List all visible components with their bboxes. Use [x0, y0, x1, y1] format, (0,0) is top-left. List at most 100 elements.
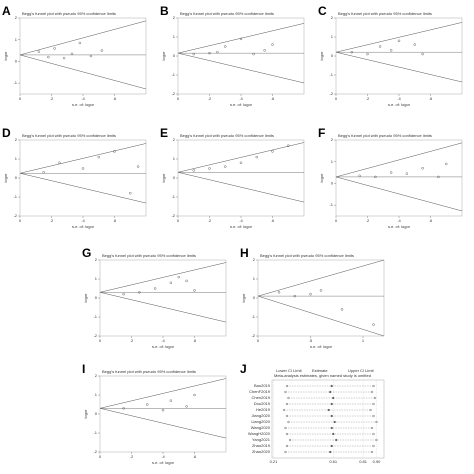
estimate-point	[330, 402, 333, 406]
study-label: ChenF2019	[249, 389, 271, 394]
x-tick-label: 0	[99, 338, 102, 343]
panel: B Begg's funnel plot with pseudo 95% conf…	[160, 4, 305, 107]
study-point	[53, 47, 56, 50]
x-tick-label: 0.90	[373, 459, 382, 464]
ci-limit	[284, 450, 287, 454]
study-point	[169, 399, 173, 402]
panel-title: Begg's funnel plot with pseudo 95% confi…	[260, 253, 354, 258]
study-point	[389, 171, 393, 174]
x-tick-label: 0	[177, 218, 180, 223]
confidence-limit	[177, 23, 305, 54]
estimate-point	[329, 390, 332, 394]
study-point	[47, 55, 50, 59]
y-tick-label: 0	[15, 58, 18, 63]
x-tick-label: .6	[193, 454, 197, 459]
ci-limit	[285, 384, 289, 388]
x-axis-label: s.e. of: logor	[310, 344, 333, 349]
y-tick-label: 2	[331, 15, 334, 20]
study-point	[89, 54, 93, 58]
y-tick-label: -2	[251, 333, 255, 338]
y-tick-label: -2	[93, 449, 97, 454]
study-label: Bao2019	[254, 383, 271, 388]
ci-limit	[285, 402, 289, 406]
ci-limit	[287, 420, 290, 424]
confidence-limit	[257, 295, 385, 337]
study-label: Yang2021	[252, 437, 271, 442]
study-point	[271, 43, 274, 46]
confidence-limit	[99, 292, 227, 323]
confidence-limit	[257, 259, 385, 297]
y-tick-label: 1	[173, 34, 176, 39]
study-point	[122, 407, 125, 410]
confidence-limit	[177, 142, 305, 173]
x-tick-label: .4	[161, 338, 165, 343]
x-tick-label: .6	[113, 218, 117, 223]
x-tick-label: .4	[81, 218, 85, 223]
ci-limit	[370, 450, 374, 454]
estimate-point	[330, 384, 333, 388]
confidence-limit	[335, 51, 463, 83]
ci-limit	[282, 408, 286, 412]
confidence-limit	[335, 176, 463, 212]
x-tick-label: 0	[99, 454, 102, 459]
x-axis-label: s.e. of: logor	[230, 102, 253, 107]
y-tick-label: 1	[95, 276, 98, 281]
ci-limit	[372, 402, 375, 406]
x-axis-label: s.e. of: logor	[152, 460, 175, 465]
x-tick-label: .4	[81, 96, 85, 101]
panel-title: Begg's funnel plot with pseudo 95% confi…	[180, 133, 274, 138]
study-point	[287, 144, 290, 147]
y-axis-label: logor	[161, 173, 166, 183]
panel-title: Begg's funnel plot with pseudo 95% confi…	[102, 253, 196, 258]
plot-area	[335, 17, 463, 95]
study-point	[161, 409, 165, 412]
x-tick-label: .2	[208, 218, 212, 223]
panel-letter: E	[160, 126, 168, 140]
x-axis-label: s.e. of: logor	[152, 344, 175, 349]
x-tick-label: 0.21	[270, 459, 279, 464]
y-tick-label: -1	[93, 314, 97, 319]
study-point	[153, 287, 157, 290]
study-point	[293, 294, 296, 298]
confidence-limit	[19, 54, 147, 90]
study-point	[42, 171, 45, 174]
confidence-limit	[19, 143, 147, 174]
estimate-point	[332, 432, 335, 436]
study-point	[437, 175, 440, 179]
x-tick-label: 1	[362, 338, 365, 343]
x-tick-label: 0	[177, 96, 180, 101]
x-tick-label: .2	[366, 218, 370, 223]
ci-limit	[285, 414, 289, 418]
confidence-limit	[19, 173, 147, 204]
confidence-limit	[99, 262, 227, 293]
y-tick-label: -1	[171, 194, 175, 199]
y-axis-label: logor	[319, 51, 324, 61]
confidence-limit	[177, 172, 305, 203]
x-tick-label: 0.61	[329, 459, 338, 464]
ci-limit	[373, 396, 377, 400]
ci-limit	[369, 408, 372, 412]
y-tick-label: 2	[15, 15, 18, 20]
ci-limit	[372, 432, 375, 436]
y-tick-label: 1	[331, 159, 334, 164]
y-axis-label: logor	[3, 51, 8, 61]
ci-limit	[288, 438, 292, 442]
y-tick-label: 0	[95, 411, 98, 416]
confidence-limit	[99, 408, 227, 439]
study-point	[37, 50, 41, 53]
study-point	[421, 167, 424, 170]
plot-area	[271, 379, 385, 459]
panel-letter: B	[160, 4, 169, 18]
panel-title: Begg's funnel plot with pseudo 95% confi…	[22, 133, 116, 138]
study-point	[138, 291, 141, 294]
x-axis-label: s.e. of: logor	[72, 102, 95, 107]
x-tick-label: .2	[130, 338, 134, 343]
confidence-limit	[335, 142, 463, 178]
legend-entry: Upper CI Limit	[348, 368, 374, 373]
confidence-limit	[19, 20, 147, 56]
study-point	[271, 150, 274, 153]
study-point	[358, 174, 361, 178]
study-point	[81, 167, 85, 170]
x-tick-label: 0	[257, 338, 260, 343]
plot-area	[335, 139, 463, 217]
